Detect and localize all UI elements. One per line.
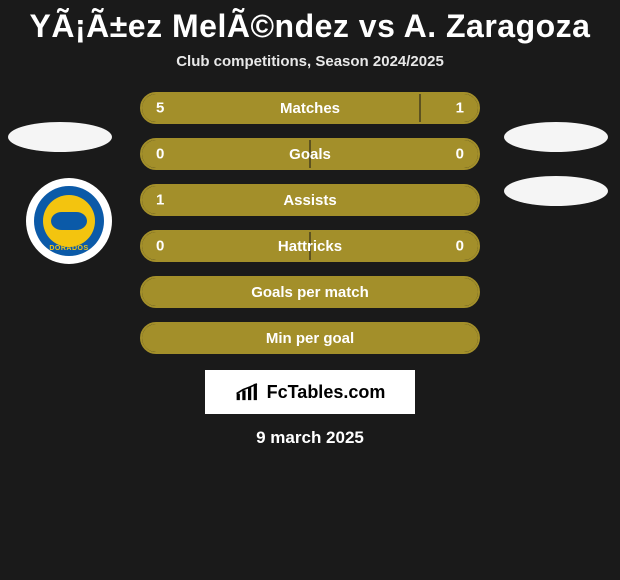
stat-value-left: 0 (156, 146, 164, 163)
stat-bar-left-segment (142, 186, 478, 214)
stat-bar: Assists1 (140, 184, 480, 216)
stat-bar-left-segment (142, 278, 478, 306)
player-photo-left-placeholder (8, 122, 112, 152)
player-photo-right-placeholder (504, 122, 608, 152)
stat-value-right: 0 (456, 238, 464, 255)
club-badge-left: DORADOS (26, 178, 112, 264)
stat-bar: Goals00 (140, 138, 480, 170)
stat-value-right: 0 (456, 146, 464, 163)
stat-bar-right-segment (421, 94, 478, 122)
page-title: YÃ¡Ã±ez MelÃ©ndez vs A. Zaragoza (0, 0, 620, 45)
stat-bar-left-segment (142, 232, 309, 260)
fctables-logo: FcTables.com (205, 370, 415, 414)
stat-bar-left-segment (142, 140, 309, 168)
stat-value-right: 1 (456, 100, 464, 117)
stat-value-left: 1 (156, 192, 164, 209)
stat-bar-right-segment (311, 232, 478, 260)
comparison-bars: Matches51Goals00Assists1Hattricks00Goals… (140, 92, 480, 354)
bars-icon (235, 381, 261, 403)
stat-value-left: 5 (156, 100, 164, 117)
stat-value-left: 0 (156, 238, 164, 255)
subtitle: Club competitions, Season 2024/2025 (0, 53, 620, 70)
footer-brand: FcTables.com (267, 382, 386, 403)
stat-bar: Goals per match (140, 276, 480, 308)
stat-bar-left-segment (142, 94, 419, 122)
club-badge-right-placeholder (504, 176, 608, 206)
stat-bar-right-segment (311, 140, 478, 168)
stat-bar-left-segment (142, 324, 478, 352)
snapshot-date: 9 march 2025 (0, 428, 620, 448)
stat-bar: Min per goal (140, 322, 480, 354)
club-badge-caption: DORADOS (34, 245, 104, 252)
stat-bar: Matches51 (140, 92, 480, 124)
stat-bar: Hattricks00 (140, 230, 480, 262)
